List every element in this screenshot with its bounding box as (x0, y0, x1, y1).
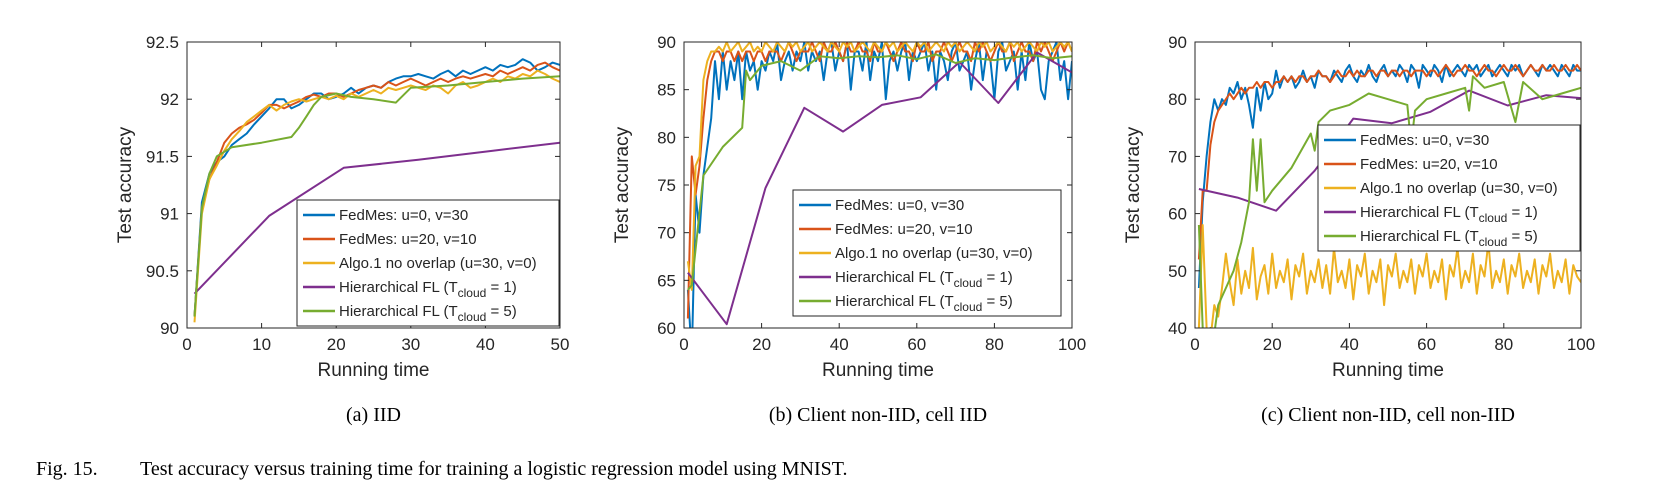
chart-b-series (686, 42, 1072, 328)
legend-entry-fedmes-u-20-v-10: FedMes: u=20, v=10 (835, 221, 973, 238)
y-tick-label: 75 (657, 176, 676, 195)
y-tick-label: 90 (657, 33, 676, 52)
caption-label: Fig. 15. (36, 458, 98, 480)
y-tick-label: 70 (1168, 147, 1187, 166)
x-tick-label: 20 (752, 335, 771, 354)
y-tick-label: 91 (160, 205, 179, 224)
y-tick-label: 85 (657, 81, 676, 100)
x-tick-label: 100 (1058, 335, 1086, 354)
series-line-fedmes-u-20-v-10 (193, 61, 560, 317)
x-axis-label: Running time (822, 360, 934, 381)
caption-text: Test accuracy versus training time for t… (140, 458, 848, 480)
chart-a: 0 10 20 30 40 50 90 90.5 91 91.5 92 92.5 Running tim… (115, 33, 569, 426)
chart-b-legend: FedMes: u=0, v=30 FedMes: u=20, v=10 Algo.… (792, 189, 1062, 317)
chart-panels: 0 10 20 30 40 50 90 90.5 91 91.5 92 92.5 Running tim… (115, 33, 1595, 426)
y-tick-label: 90 (1168, 33, 1187, 52)
x-tick-label: 80 (1494, 335, 1513, 354)
y-tick-label: 80 (1168, 90, 1187, 109)
series-line-hierarchical-fl-t-cloud-5 (687, 53, 1072, 291)
legend-box (792, 189, 1062, 317)
legend-entry-hierarchical-fl-t-cloud-5: Hierarchical FL (Tcloud = 5) (1360, 228, 1538, 249)
x-tick-label: 20 (1263, 335, 1282, 354)
y-tick-label: 50 (1168, 262, 1187, 281)
chart-c-axes-box (1194, 41, 1582, 329)
x-tick-label: 10 (252, 335, 271, 354)
x-tick-label: 40 (476, 335, 495, 354)
y-axis-label: Test accuracy (115, 126, 136, 243)
chart-b: 0 20 40 60 80 100 60 65 70 75 80 85 90 Running time Te… (612, 33, 1086, 426)
y-tick-label: 70 (657, 224, 676, 243)
x-tick-label: 80 (985, 335, 1004, 354)
x-tick-label: 0 (1190, 335, 1199, 354)
x-tick-label: 0 (679, 335, 688, 354)
x-tick-label: 100 (1567, 335, 1595, 354)
series-line-fedmes-u-20-v-10 (1197, 63, 1581, 260)
legend-entry-fedmes-u-0-v-30: FedMes: u=0, v=30 (339, 207, 468, 224)
legend-entry-algo-1-no-overlap-u-30-v-0: Algo.1 no overlap (u=30, v=0) (1360, 180, 1558, 197)
chart-a-axes-box (186, 41, 561, 329)
chart-a-series (193, 58, 560, 323)
subcaption: (b) Client non-IID, cell IID (769, 404, 987, 426)
x-axis-label: Running time (318, 360, 430, 381)
y-tick-label: 92 (160, 90, 179, 109)
legend-entry-hierarchical-fl-t-cloud-1: Hierarchical FL (Tcloud = 1) (835, 269, 1013, 290)
legend-entry-fedmes-u-20-v-10: FedMes: u=20, v=10 (339, 231, 477, 248)
y-tick-label: 92.5 (146, 33, 179, 52)
x-tick-label: 40 (830, 335, 849, 354)
legend-box (1317, 124, 1581, 252)
y-tick-label: 90.5 (146, 262, 179, 281)
y-tick-label: 65 (657, 271, 676, 290)
x-tick-label: 40 (1340, 335, 1359, 354)
legend-entry-fedmes-u-20-v-10: FedMes: u=20, v=10 (1360, 156, 1498, 173)
y-tick-label: 60 (657, 319, 676, 338)
series-line-hierarchical-fl-t-cloud-5 (1197, 75, 1581, 328)
legend-entry-hierarchical-fl-t-cloud-5: Hierarchical FL (Tcloud = 5) (339, 303, 517, 324)
y-axis-label: Test accuracy (1123, 126, 1144, 243)
x-tick-label: 20 (327, 335, 346, 354)
y-axis-label: Test accuracy (612, 126, 633, 243)
legend-entry-hierarchical-fl-t-cloud-1: Hierarchical FL (Tcloud = 1) (339, 279, 517, 300)
x-axis-label: Running time (1332, 360, 1444, 381)
series-line-hierarchical-fl-t-cloud-1 (193, 141, 560, 295)
legend-box (296, 199, 560, 327)
subcaption: (c) Client non-IID, cell non-IID (1261, 404, 1515, 426)
legend-entry-algo-1-no-overlap-u-30-v-0: Algo.1 no overlap (u=30, v=0) (835, 245, 1033, 262)
series-line-algo-1-no-overlap-u-30-v-0 (1197, 224, 1581, 328)
y-tick-label: 90 (160, 319, 179, 338)
series-line-hierarchical-fl-t-cloud-1 (687, 51, 1072, 326)
x-tick-label: 0 (182, 335, 191, 354)
legend-entry-hierarchical-fl-t-cloud-5: Hierarchical FL (Tcloud = 5) (835, 293, 1013, 314)
chart-c-series (1197, 63, 1581, 328)
y-tick-label: 80 (657, 128, 676, 147)
chart-a-legend: FedMes: u=0, v=30 FedMes: u=20, v=10 Algo.… (296, 199, 560, 327)
y-tick-label: 40 (1168, 319, 1187, 338)
legend-entry-hierarchical-fl-t-cloud-1: Hierarchical FL (Tcloud = 1) (1360, 204, 1538, 225)
x-tick-label: 60 (907, 335, 926, 354)
series-line-hierarchical-fl-t-cloud-5 (193, 75, 560, 317)
x-tick-label: 50 (551, 335, 570, 354)
x-tick-label: 30 (401, 335, 420, 354)
y-tick-label: 60 (1168, 205, 1187, 224)
legend-entry-fedmes-u-0-v-30: FedMes: u=0, v=30 (835, 197, 964, 214)
x-tick-label: 60 (1417, 335, 1436, 354)
legend-entry-algo-1-no-overlap-u-30-v-0: Algo.1 no overlap (u=30, v=0) (339, 255, 537, 272)
legend-entry-fedmes-u-0-v-30: FedMes: u=0, v=30 (1360, 132, 1489, 149)
series-line-algo-1-no-overlap-u-30-v-0 (686, 42, 1072, 291)
chart-c: 0 20 40 60 80 100 40 50 60 70 80 90 Running time Test… (1123, 33, 1595, 426)
y-tick-label: 91.5 (146, 147, 179, 166)
series-line-hierarchical-fl-t-cloud-1 (1198, 89, 1581, 212)
subcaption: (a) IID (346, 404, 401, 426)
chart-c-legend: FedMes: u=0, v=30 FedMes: u=20, v=10 Algo.… (1317, 124, 1581, 252)
